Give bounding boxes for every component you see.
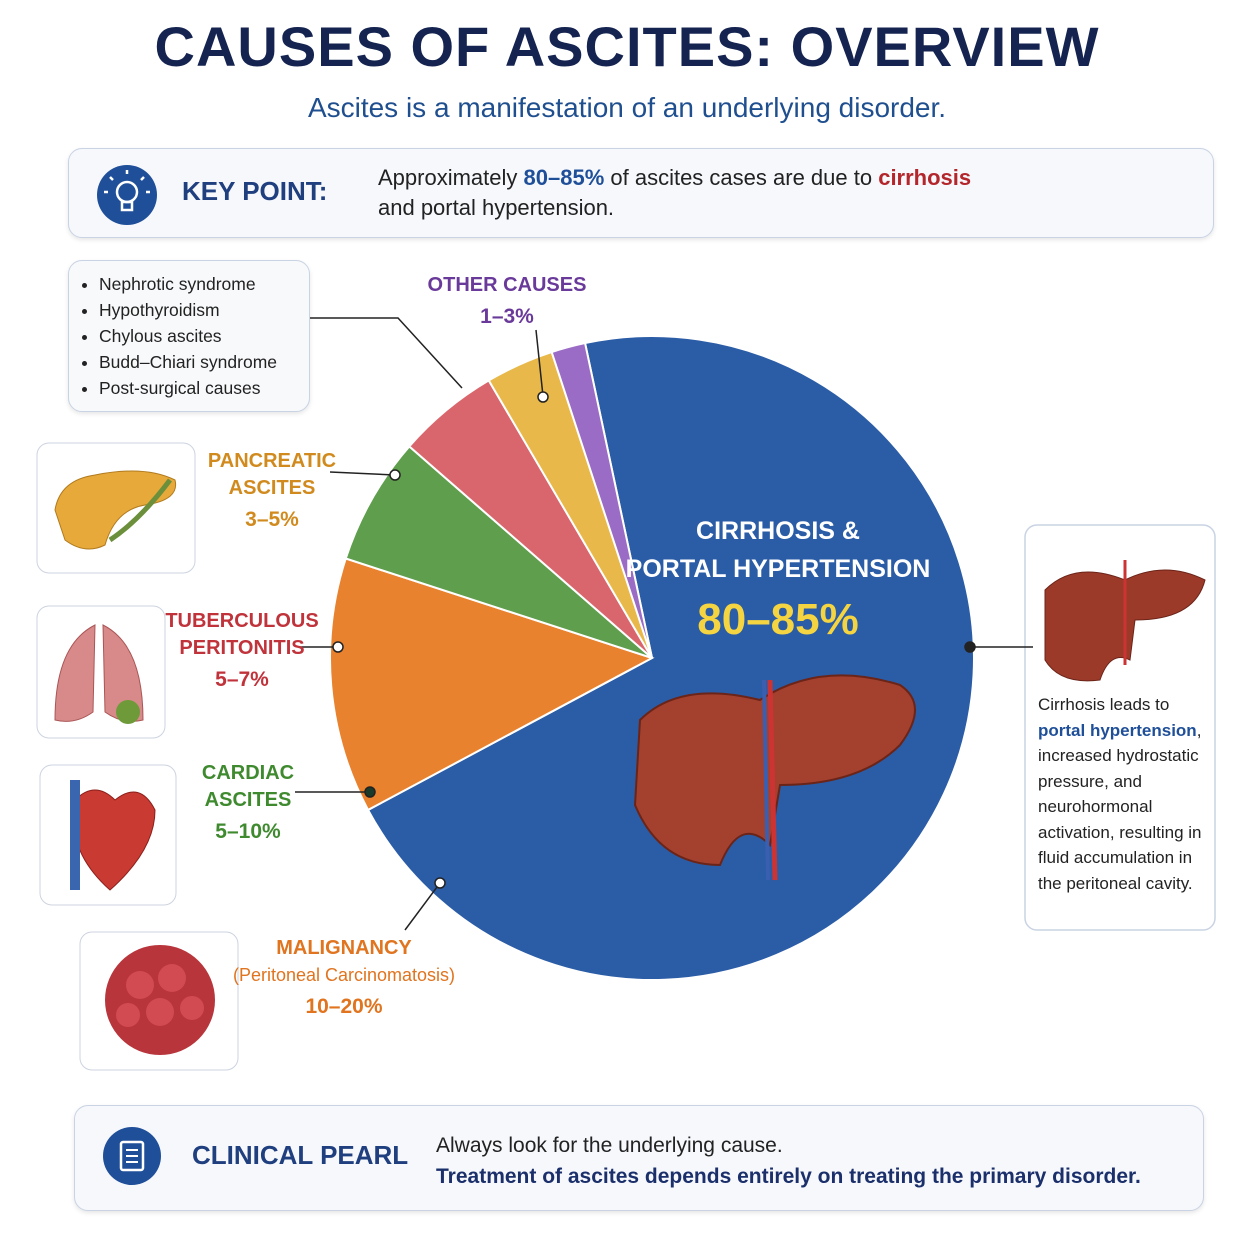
subtitle: Ascites is a manifestation of an underly…: [307, 92, 947, 123]
highlight: cirrhosis: [878, 165, 972, 190]
other-causes-box: Nephrotic syndromeHypothyroidismChylous …: [68, 260, 310, 412]
text: and portal hypertension.: [378, 195, 615, 220]
category: CARDIAC ASCITES: [201, 762, 295, 811]
highlight: 80–85%: [523, 165, 605, 190]
value-label: 3–5%: [245, 508, 299, 531]
text: , increased hydrostatic pressure, and ne…: [1038, 720, 1202, 893]
category: OTHER CAUSES: [427, 274, 587, 296]
highlight: portal hypertension: [1038, 720, 1197, 740]
list-item: Chylous ascites: [99, 323, 309, 349]
value-label: 10–20%: [305, 995, 383, 1018]
slice-label: CIRRHOSIS & PORTAL HYPERTENSION 80–85%: [618, 512, 938, 648]
category: CIRRHOSIS & PORTAL HYPERTENSION: [625, 517, 931, 583]
pie-slice: [344, 445, 653, 659]
slice-label: PANCREATIC ASCITES 3–5%: [197, 448, 347, 533]
list-item: Budd–Chiari syndrome: [99, 349, 309, 375]
slice-label: MALIGNANCY (Peritoneal Carcinomatosis) 10–…: [184, 935, 504, 1020]
text: of ascites cases are due to: [604, 165, 879, 190]
pie-slice: [329, 557, 655, 812]
list-item: Hypothyroidism: [99, 297, 309, 323]
title: CAUSES OF ASCITES: OVERVIEW: [154, 15, 1100, 78]
clinical-pearl-line: Always look for the underlying cause.: [436, 1134, 783, 1157]
clinical-pearl-title: CLINICAL PEARL: [192, 1140, 409, 1170]
value-label: 80–85%: [697, 595, 859, 644]
value-label: 5–7%: [215, 668, 269, 691]
key-point-text: Approximately 80–85% of ascites cases ar…: [378, 163, 971, 223]
slice-label: CARDIAC ASCITES 5–10%: [178, 760, 318, 845]
slice-label: OTHER CAUSES 1–3%: [397, 272, 617, 330]
value-label: 5–10%: [215, 820, 281, 843]
clinical-pearl-box: [74, 1105, 1204, 1211]
pie: [329, 335, 975, 981]
cirrhosis-liver: [633, 674, 916, 881]
category: TUBERCULOUS PERITONITIS: [165, 610, 319, 659]
key-point-box: [68, 148, 1214, 238]
bulb-icon: [97, 165, 157, 225]
other-causes-list: Nephrotic syndromeHypothyroidismChylous …: [69, 271, 309, 401]
list-item: Post-surgical causes: [99, 375, 309, 401]
text: Approximately: [378, 165, 524, 190]
key-point-label: KEY POINT:: [182, 176, 328, 206]
pie-slice: [366, 335, 975, 981]
pie-slice: [550, 341, 653, 659]
illustrations: [36, 442, 1216, 1071]
leaders: [295, 317, 1033, 931]
leader-dots: [332, 391, 976, 889]
value-label: 1–3%: [480, 305, 534, 328]
clinical-pearl-line: Treatment of ascites depends entirely on…: [436, 1165, 1141, 1188]
text: Cirrhosis leads to: [1038, 695, 1170, 714]
category: PANCREATIC ASCITES: [207, 450, 337, 499]
detail: (Peritoneal Carcinomatosis): [232, 965, 456, 985]
slice-label: TUBERCULOUS PERITONITIS 5–7%: [162, 608, 322, 693]
cirrhosis-note: Cirrhosis leads to portal hypertension, …: [1038, 692, 1210, 896]
list-item: Nephrotic syndrome: [99, 271, 309, 297]
clipboard-icon: [103, 1127, 161, 1185]
category: MALIGNANCY: [276, 937, 412, 959]
